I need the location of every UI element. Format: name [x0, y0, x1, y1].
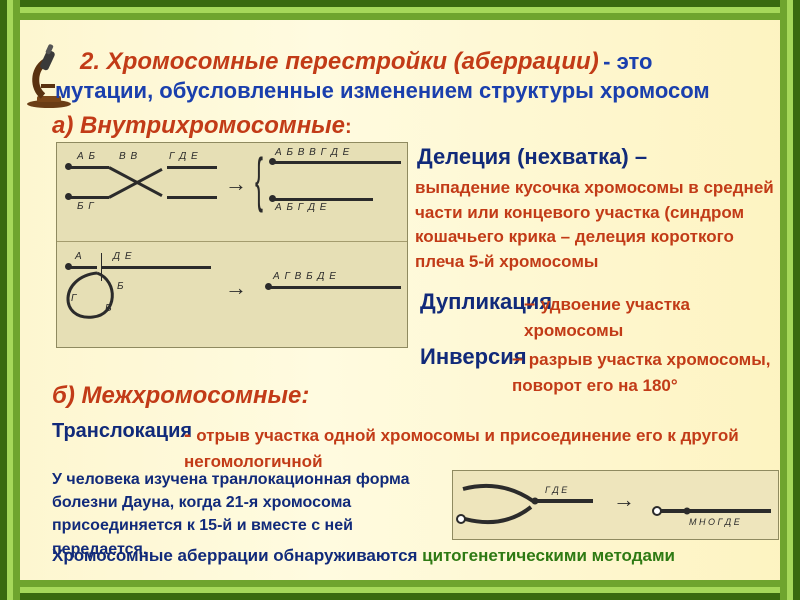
term-translocation: Транслокация [52, 420, 192, 443]
diagram-intrachromosomal: А Б В В Г Д Е Б Г → { А Б В В Г Д Е А Б … [56, 142, 408, 348]
section-b: б) Межхромосомные: [52, 382, 309, 410]
lbl: В [105, 303, 113, 314]
cyto-b: цитогенетическими методами [422, 546, 675, 565]
cyto-line: Хромосомные аберрации обнаруживаются цит… [52, 544, 675, 569]
lbl: М Н О Г Д Е [689, 517, 741, 527]
lbl: А Г В Б Д Е [273, 271, 337, 282]
lbl: В В [119, 151, 138, 162]
brace-icon: { [255, 145, 263, 214]
def-deletion: выпадение кусочка хромосомы в средней ча… [415, 176, 777, 275]
inv-body: разрыв участка хромосомы, поворот его на… [512, 350, 770, 395]
trans-body: отрыв участка одной хромосомы и присоеди… [184, 426, 739, 471]
def-translocation: - отрыв участка одной хромосомы и присое… [184, 421, 764, 475]
title-main: 2. Хромосомные перестройки (аберрации) [80, 48, 599, 75]
lbl: Г Д Е [545, 485, 568, 495]
title-line-2: мутации, обусловленные изменением структ… [55, 78, 710, 104]
svg-text:→: → [613, 487, 635, 512]
diagram-translocation: Г Д Е → М Н О Г Д Е [452, 470, 779, 540]
slide-frame: 2. Хромосомные перестройки (аберрации) -… [0, 0, 800, 600]
lbl: А Б В В Г Д Е [275, 147, 350, 158]
lbl: Д Е [113, 251, 133, 262]
lbl: Г [71, 293, 77, 304]
lbl: А Б [77, 151, 96, 162]
def-duplication: – удвоение участка хромосомы [524, 290, 774, 344]
trans-dash: - [184, 424, 196, 446]
title-line-1: 2. Хромосомные перестройки (аберрации) -… [80, 48, 652, 76]
title-tail: - это [603, 49, 652, 74]
lbl: Г Д Е [169, 151, 199, 162]
cyto-a: Хромосомные аберрации обнаруживаются [52, 546, 422, 565]
def-inversion: – разрыв участка хромосомы, поворот его … [512, 345, 772, 399]
section-a-text: а) Внутрихромосомные [52, 112, 345, 139]
arrow-icon: → [225, 275, 247, 301]
inv-dash: – [512, 348, 529, 370]
dup-dash: – [524, 293, 541, 315]
section-a-colon: : [345, 116, 352, 138]
slide-body: 2. Хромосомные перестройки (аберрации) -… [22, 22, 778, 578]
lbl: Б [117, 281, 125, 292]
term-deletion: Делеция (нехватка) – [417, 144, 647, 170]
term-inversion: Инверсия [420, 344, 527, 370]
lbl: А [75, 251, 83, 262]
lbl: А Б Г Д Е [275, 202, 327, 213]
dup-body: удвоение участка хромосомы [524, 295, 690, 340]
lbl: Б Г [77, 201, 95, 212]
arrow-icon: → [225, 171, 247, 197]
section-a: а) Внутрихромосомные: [52, 112, 352, 140]
